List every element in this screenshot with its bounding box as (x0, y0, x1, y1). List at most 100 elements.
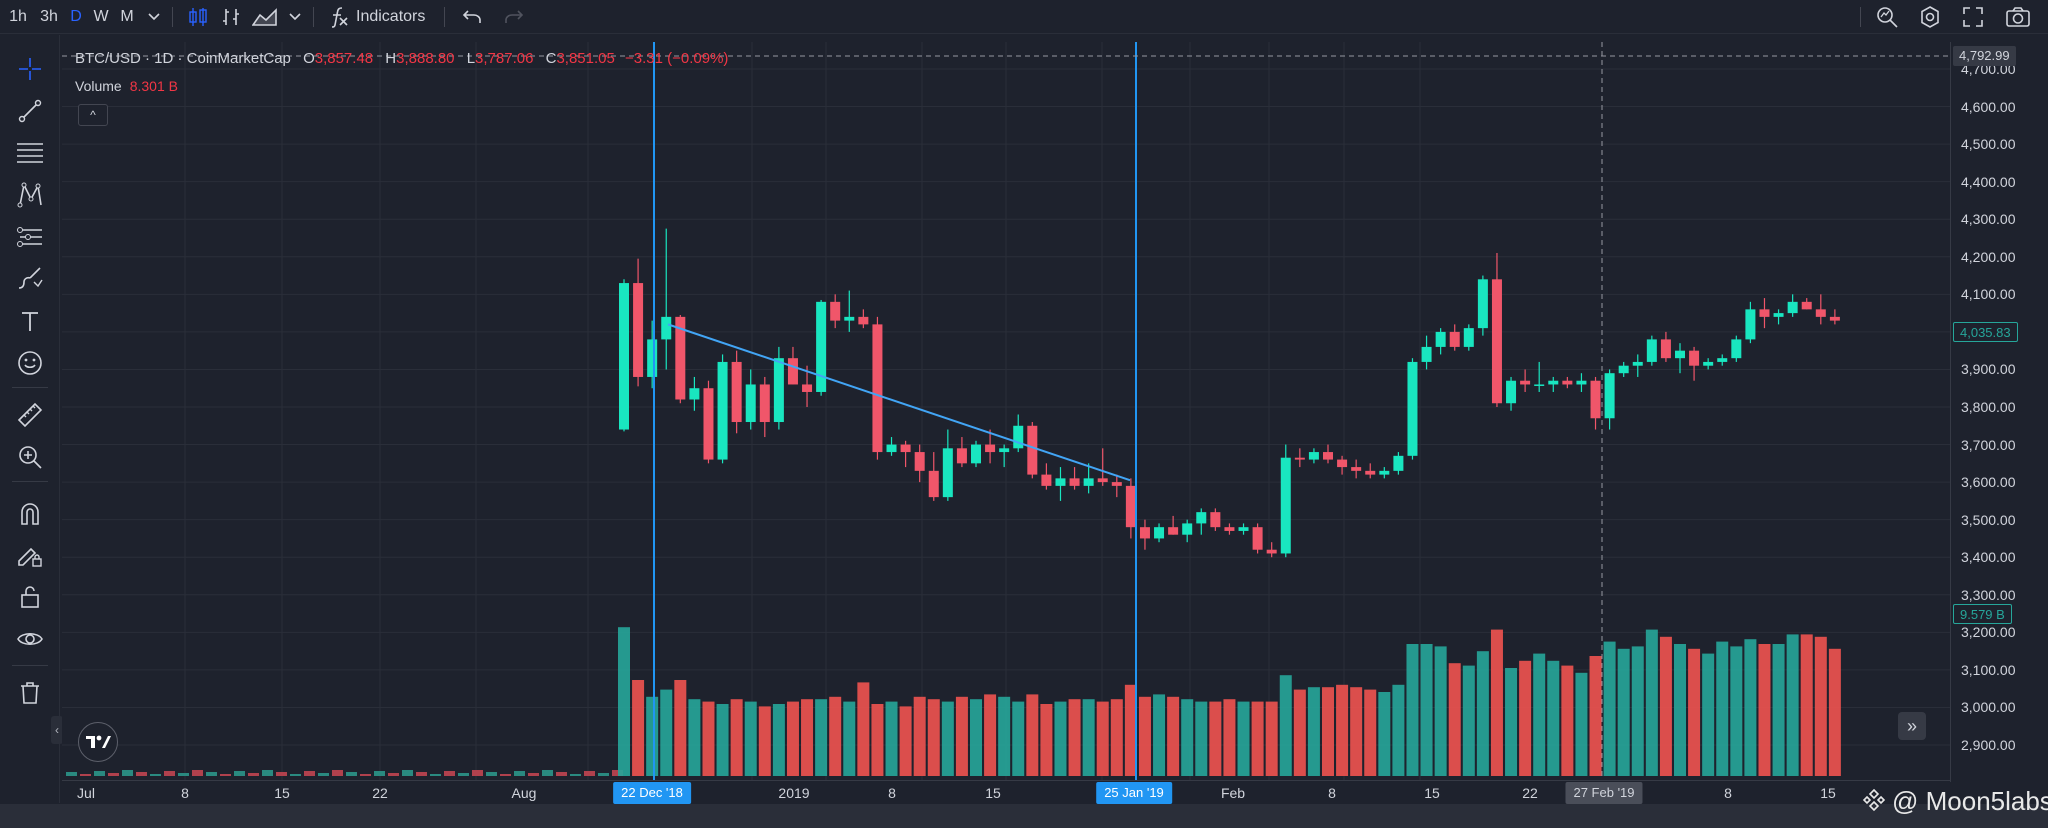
volume-bar (1434, 646, 1447, 776)
undo-icon[interactable] (458, 0, 486, 34)
volume-bar (1392, 684, 1405, 776)
crosshair-icon[interactable] (14, 53, 46, 85)
chart-pane[interactable] (62, 42, 1950, 804)
candles-icon[interactable] (184, 0, 212, 34)
volume-bar (1336, 684, 1349, 776)
volume-bar (94, 771, 105, 776)
brush-icon[interactable] (14, 263, 46, 295)
volume-bar (332, 770, 343, 776)
volume-bar (570, 774, 581, 776)
volume-bar (1476, 651, 1489, 776)
intervals-dropdown-icon[interactable] (145, 0, 163, 34)
candlestick-chart[interactable] (62, 42, 1950, 780)
interval-3h[interactable]: 3h (40, 8, 58, 25)
redo-icon[interactable] (500, 0, 528, 34)
volume-bar (1237, 701, 1250, 776)
prediction-measure-icon[interactable] (14, 221, 46, 253)
interval-m[interactable]: M (120, 8, 134, 25)
candle-body (1604, 373, 1615, 419)
interval-d[interactable]: D (70, 8, 82, 25)
trash-icon[interactable] (14, 677, 46, 709)
volume-bar (66, 772, 77, 776)
trend-line-icon[interactable] (14, 95, 46, 127)
volume-legend: Volume 8.301 B (75, 78, 178, 94)
volume-bar (136, 772, 147, 776)
fib-retracement-icon[interactable] (14, 137, 46, 169)
legend-low-key: L (466, 50, 476, 67)
pattern-tool-icon[interactable] (14, 179, 46, 211)
volume-bar (758, 706, 771, 776)
volume-bar (1758, 644, 1771, 776)
emoji-icon[interactable] (14, 347, 46, 379)
volume-bar (913, 696, 926, 776)
volume-bar (744, 701, 757, 776)
candle-body (1562, 380, 1573, 385)
candle-body (802, 384, 813, 392)
candle-body (816, 301, 827, 392)
candle-body (619, 283, 629, 430)
price-scale[interactable]: 4,700.00 4,600.00 4,500.00 4,400.00 4,300.00… (1950, 42, 2048, 782)
toolbar-collapse-icon[interactable]: ‹ (51, 716, 63, 744)
time-scale[interactable]: Jul 8 15 22 Aug 2019 8 15 Feb 8 15 22 8 15 22 Dec '18 2… (62, 780, 1950, 804)
quick-search-icon[interactable] (1872, 0, 1902, 34)
legend-close-key: C (545, 50, 557, 67)
ruler-icon[interactable] (14, 399, 46, 431)
candle-body (1125, 485, 1136, 528)
volume-bar (857, 682, 870, 776)
fullscreen-icon[interactable] (1958, 0, 1988, 34)
candle-body (1506, 380, 1517, 404)
candle-body (689, 388, 700, 400)
volume-bar (262, 770, 273, 776)
candle-body (1055, 478, 1066, 486)
candle-body (1365, 470, 1376, 475)
candle-body (1773, 313, 1784, 317)
volume-bar (164, 771, 175, 776)
drawing-toolbar (0, 35, 60, 803)
interval-1h[interactable]: 1h (9, 8, 27, 25)
area-chart-icon[interactable] (250, 0, 280, 34)
volume-bar (1082, 699, 1095, 776)
volume-label[interactable]: Volume (75, 78, 122, 94)
candle-body (1632, 361, 1643, 366)
legend-symbol[interactable]: BTC/USD · 1D · CoinMarketCap (75, 50, 291, 67)
candle-body (1210, 512, 1221, 528)
time-tick: 22 (1522, 785, 1538, 801)
candle-body (1097, 478, 1108, 483)
legend-open-value: 3,857.48 (314, 50, 374, 67)
volume-bar (984, 694, 997, 776)
price-tick: 3,900.00 (1961, 361, 2016, 378)
volume-bar (660, 689, 673, 776)
volume-bar (1617, 648, 1630, 776)
indicators-fx-icon[interactable] (326, 0, 352, 34)
lock-all-icon[interactable] (14, 581, 46, 613)
volume-bar (1828, 648, 1841, 776)
eye-visibility-icon[interactable] (14, 623, 46, 655)
legend-change: −3.31 (−0.09%) (625, 50, 729, 67)
settings-gear-icon[interactable] (1915, 0, 1945, 34)
volume-bar (1519, 660, 1532, 776)
magnet-icon[interactable] (14, 497, 46, 529)
candle-body (1717, 358, 1728, 362)
last-volume-label: 9.579 B (1953, 604, 2012, 624)
price-tick: 4,500.00 (1961, 136, 2016, 153)
zoom-in-icon[interactable] (14, 441, 46, 473)
volume-bar (1124, 684, 1137, 776)
time-tick: 15 (985, 785, 1001, 801)
candle-body (1520, 380, 1531, 385)
volume-bar (360, 774, 371, 776)
indicators-button[interactable]: Indicators (356, 8, 426, 25)
price-tick: 4,600.00 (1961, 98, 2016, 115)
volume-bar (1603, 641, 1616, 776)
lock-drawing-mode-icon[interactable] (14, 539, 46, 571)
legend-collapse-button[interactable]: ^ (78, 104, 108, 126)
scroll-to-realtime-icon[interactable]: » (1898, 712, 1926, 740)
text-tool-icon[interactable] (14, 305, 46, 337)
candle-body (1351, 467, 1362, 471)
volume-bar (1068, 699, 1081, 776)
tradingview-logo-icon[interactable] (78, 722, 118, 762)
interval-w[interactable]: W (93, 8, 109, 25)
camera-snapshot-icon[interactable] (2002, 0, 2034, 34)
bar-chart-type-icon[interactable] (218, 0, 246, 34)
chart-type-dropdown-icon[interactable] (286, 0, 304, 34)
volume-bar (206, 772, 217, 776)
